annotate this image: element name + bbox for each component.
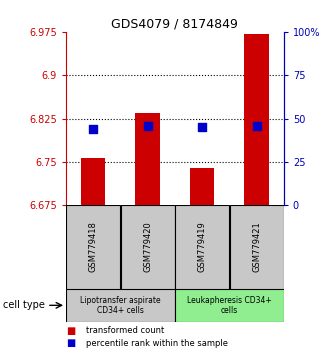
Bar: [66, 289, 175, 322]
Text: GSM779418: GSM779418: [89, 222, 98, 272]
Point: [90, 126, 96, 132]
Point: [199, 124, 205, 130]
Text: percentile rank within the sample: percentile rank within the sample: [86, 339, 228, 348]
Text: Lipotransfer aspirate
CD34+ cells: Lipotransfer aspirate CD34+ cells: [80, 296, 161, 315]
Text: ■: ■: [66, 338, 75, 348]
Title: GDS4079 / 8174849: GDS4079 / 8174849: [112, 18, 238, 31]
Text: cell type: cell type: [3, 300, 45, 310]
Point: [145, 123, 150, 129]
Text: GSM779421: GSM779421: [252, 222, 261, 272]
Bar: [66, 205, 120, 289]
Text: transformed count: transformed count: [86, 326, 164, 336]
Bar: [175, 289, 283, 322]
Bar: [81, 158, 106, 205]
Bar: [230, 205, 283, 289]
Bar: [135, 113, 160, 205]
Bar: [244, 34, 269, 205]
Text: GSM779419: GSM779419: [198, 222, 207, 272]
Text: GSM779420: GSM779420: [143, 222, 152, 272]
Text: ■: ■: [66, 326, 75, 336]
Bar: [190, 168, 214, 205]
Point: [254, 123, 259, 129]
Bar: [121, 205, 175, 289]
Text: Leukapheresis CD34+
cells: Leukapheresis CD34+ cells: [187, 296, 272, 315]
Bar: [175, 205, 229, 289]
